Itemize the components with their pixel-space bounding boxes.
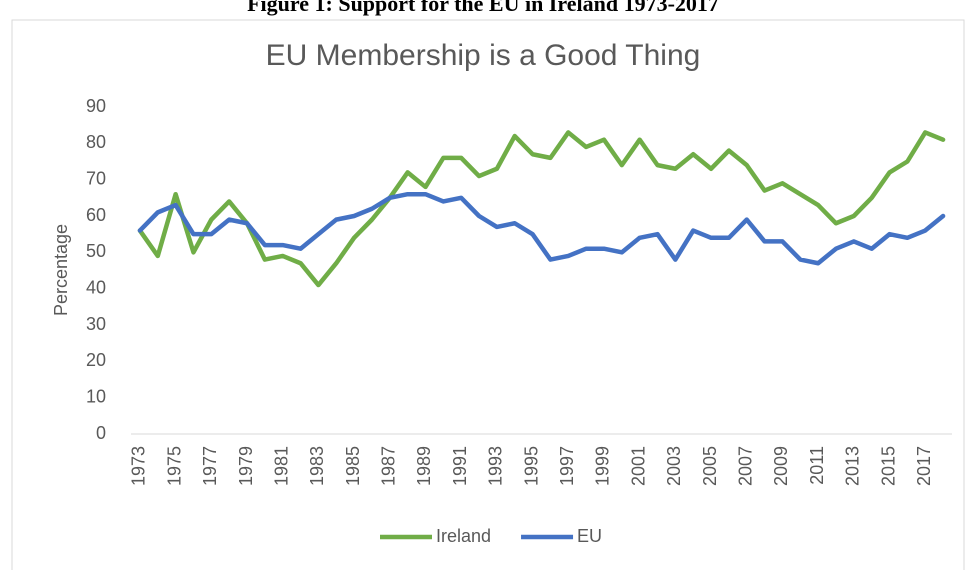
y-tick-label: 30 [86,314,106,334]
x-tick-label: 2005 [700,446,720,486]
chart-frame [11,19,965,570]
y-tick-label: 10 [86,386,106,406]
legend-label: Ireland [436,526,491,546]
x-tick-label: 1983 [307,446,327,486]
x-tick-label: 2011 [807,446,827,485]
y-axis-label: Percentage [51,224,71,316]
x-tick-label: 2001 [628,446,648,486]
legend-label: EU [577,526,602,546]
x-tick-label: 1981 [271,446,291,486]
x-tick-label: 1991 [450,446,470,486]
y-tick-label: 40 [86,277,106,297]
y-tick-label: 80 [86,132,106,152]
y-tick-label: 20 [86,350,106,370]
figure-caption: Figure 1: Support for the EU in Ireland … [247,0,719,16]
line-series [137,191,946,266]
y-tick-label: 0 [96,423,106,443]
x-tick-label: 1997 [557,446,577,486]
x-tick-label: 1987 [379,446,399,486]
x-tick-label: 1993 [486,446,506,486]
y-tick-label: 70 [86,168,106,188]
x-tick-label: 1999 [593,446,613,486]
chart-title: EU Membership is a Good Thing [266,39,701,72]
x-tick-label: 2009 [771,446,791,486]
x-tick-label: 2013 [843,446,863,486]
x-tick-label: 2003 [664,446,684,486]
line-series [137,130,946,288]
y-tick-label: 50 [86,241,106,261]
x-tick-label: 2015 [878,446,898,486]
x-tick-label: 1989 [414,446,434,486]
y-tick-label: 90 [86,96,106,116]
x-tick-label: 1977 [200,446,220,486]
x-tick-label: 2017 [914,446,934,486]
x-tick-label: 1979 [236,446,256,486]
y-tick-label: 60 [86,205,106,225]
x-tick-label: 1985 [343,446,363,486]
x-tick-label: 1973 [129,446,149,486]
x-tick-label: 1975 [164,446,184,486]
x-tick-label: 1995 [521,446,541,486]
x-tick-label: 2007 [736,446,756,486]
